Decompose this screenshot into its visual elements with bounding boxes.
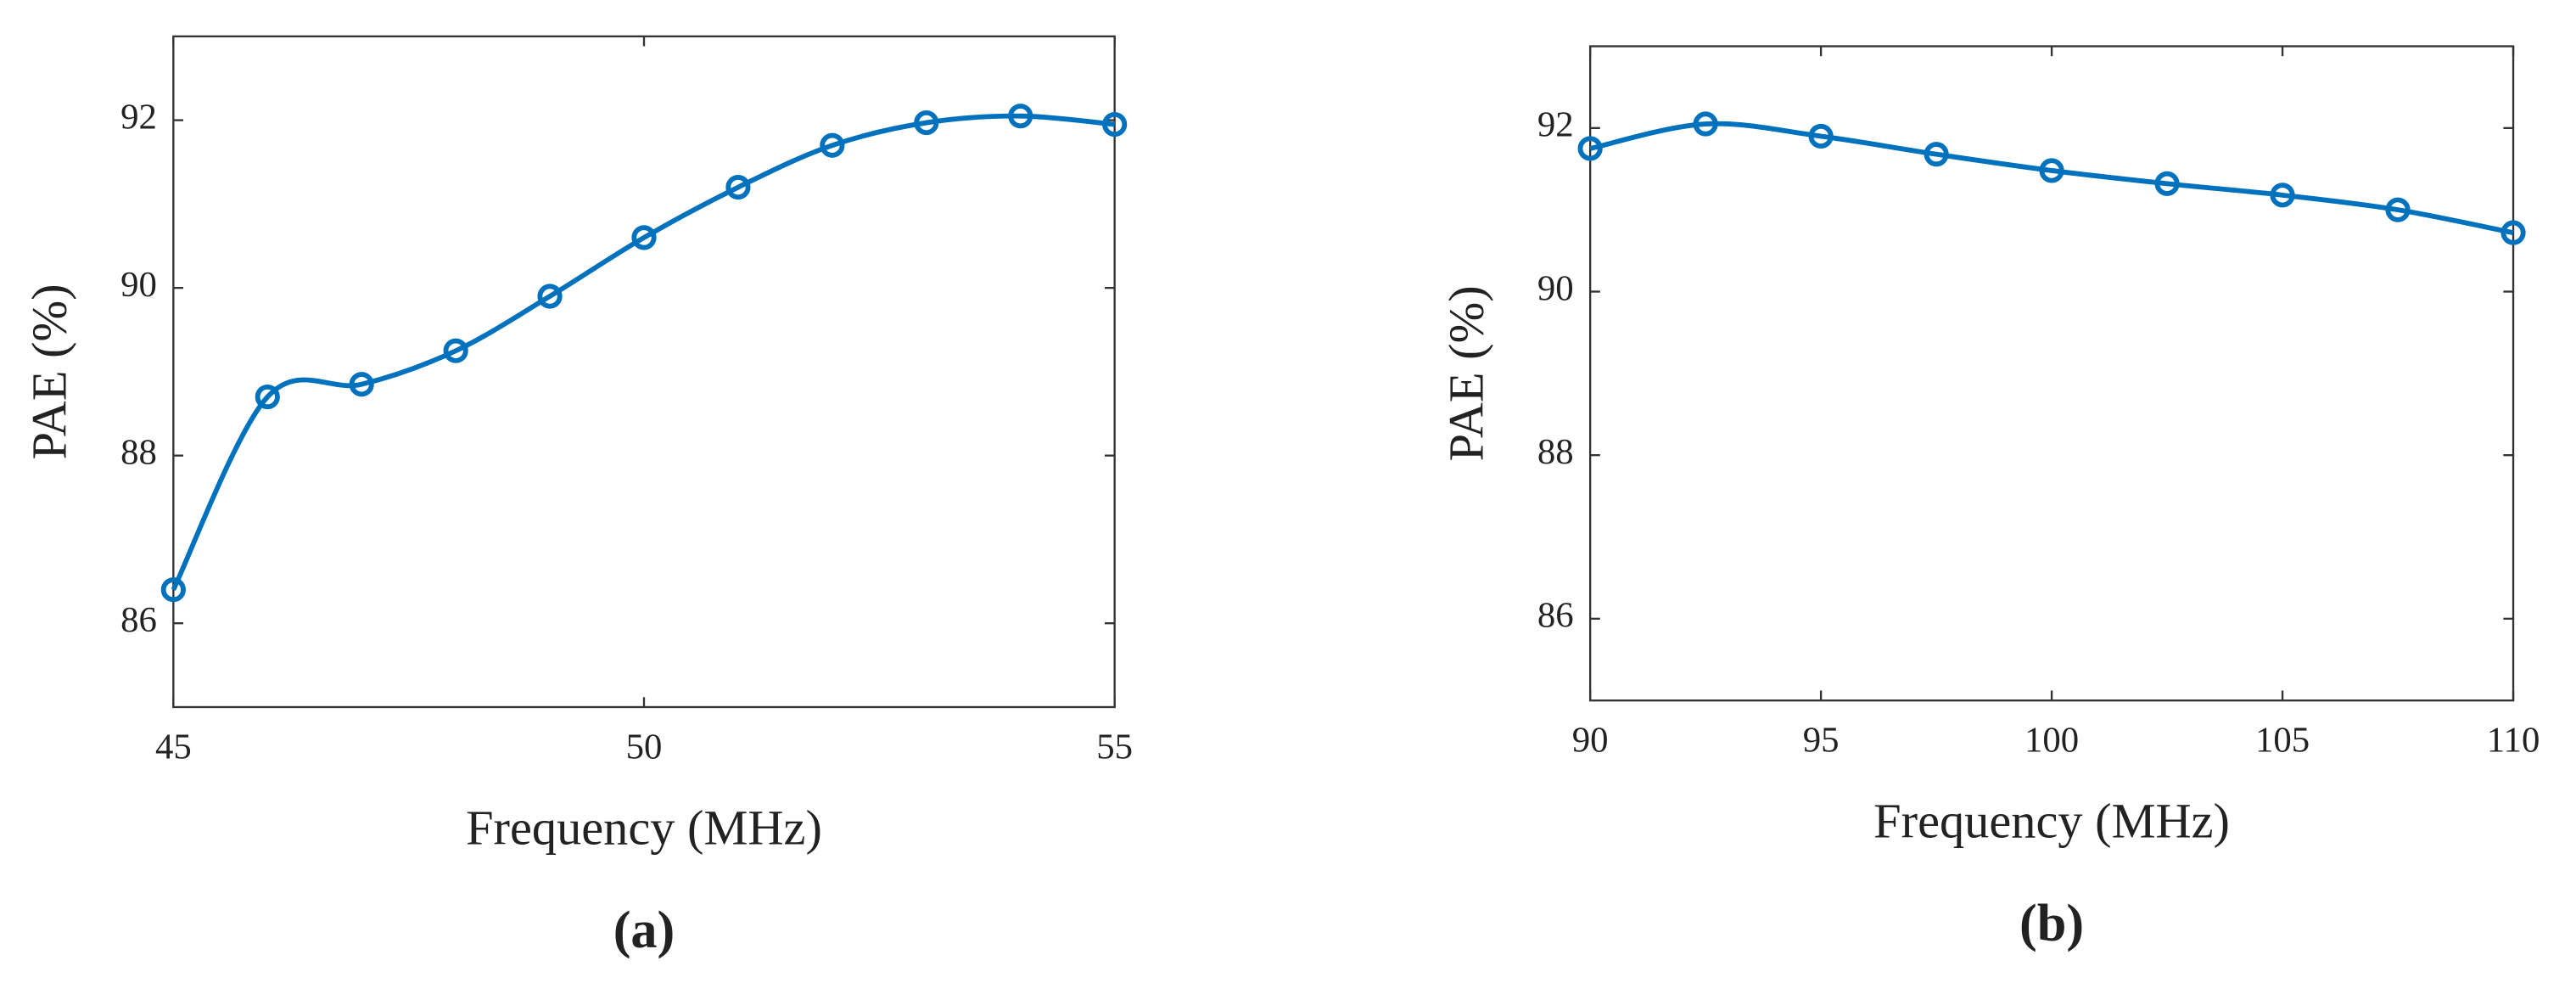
- marker: [1008, 104, 1033, 129]
- marker: [1924, 142, 1949, 167]
- x-tick-label: 50: [626, 727, 663, 767]
- plot-frame: [172, 35, 1116, 709]
- x-tick-label: 105: [2255, 721, 2310, 761]
- y-tick-label: 88: [1537, 432, 1574, 472]
- marker: [255, 384, 280, 410]
- y-axis-label: PAE (%): [22, 284, 77, 459]
- y-tick-label: 86: [120, 600, 157, 640]
- x-tick-label: 55: [1096, 727, 1133, 767]
- y-tick-label: 90: [120, 265, 157, 305]
- marker: [1577, 136, 1603, 161]
- x-tick-label: 100: [2024, 721, 2079, 761]
- y-tick-label: 88: [120, 432, 157, 472]
- marker: [725, 175, 751, 200]
- marker: [1693, 111, 1718, 137]
- y-axis-label: PAE (%): [1438, 285, 1493, 461]
- marker: [537, 284, 563, 309]
- x-axis-label: Frequency (MHz): [1873, 793, 2230, 848]
- marker: [2385, 197, 2411, 222]
- caption: (b): [2019, 895, 2084, 952]
- marker: [914, 110, 939, 136]
- marker: [1808, 123, 1834, 149]
- marker: [443, 338, 468, 363]
- x-tick-label: 95: [1803, 721, 1840, 761]
- marker: [820, 132, 845, 158]
- marker: [2154, 171, 2180, 196]
- line: [1589, 121, 2514, 236]
- x-tick-label: 45: [155, 727, 192, 767]
- y-tick-label: 86: [1537, 596, 1574, 636]
- plot-frame: [1588, 45, 2515, 702]
- x-axis-label: Frequency (MHz): [466, 800, 822, 855]
- marker: [631, 225, 657, 250]
- y-tick-label: 92: [120, 97, 157, 137]
- y-tick-label: 90: [1537, 268, 1574, 308]
- line: [171, 113, 1115, 591]
- marker: [2039, 158, 2064, 183]
- marker: [349, 372, 374, 397]
- marker: [2270, 183, 2295, 208]
- x-tick-label: 90: [1572, 721, 1609, 761]
- marker: [1102, 111, 1128, 138]
- y-tick-label: 92: [1537, 105, 1574, 145]
- marker: [160, 577, 186, 603]
- marker: [2500, 220, 2526, 245]
- caption: (a): [613, 902, 675, 959]
- x-tick-label: 110: [2487, 721, 2540, 761]
